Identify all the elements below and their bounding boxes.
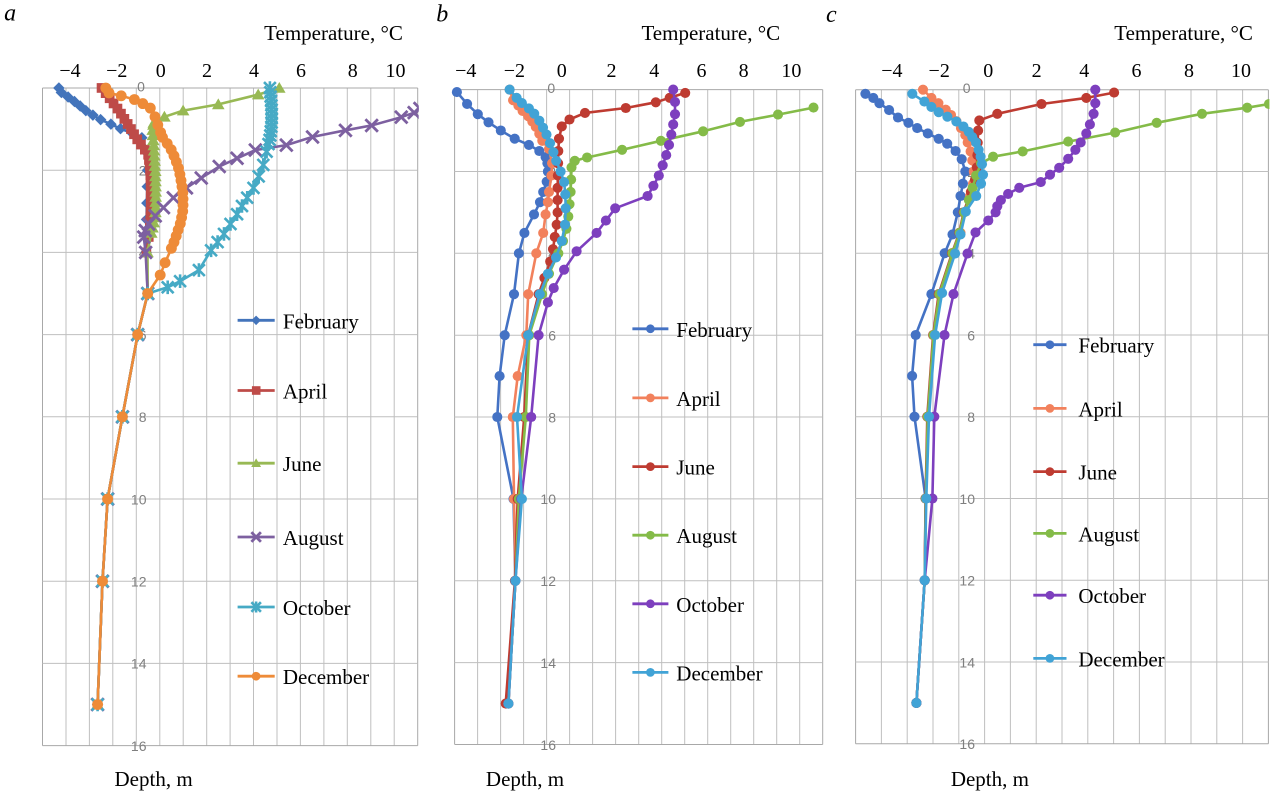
svg-text:August: August <box>283 526 344 550</box>
svg-text:−2: −2 <box>504 60 525 82</box>
svg-text:Temperature, °C: Temperature, °C <box>1114 21 1253 45</box>
svg-text:0: 0 <box>137 78 145 94</box>
svg-text:June: June <box>283 452 322 476</box>
svg-text:10: 10 <box>1231 60 1251 82</box>
svg-text:October: October <box>283 596 351 620</box>
svg-text:Depth, m: Depth, m <box>486 767 564 791</box>
svg-text:8: 8 <box>548 409 556 425</box>
svg-text:April: April <box>676 387 720 411</box>
svg-text:April: April <box>283 380 327 404</box>
svg-text:8: 8 <box>967 409 975 425</box>
svg-text:12: 12 <box>540 573 556 589</box>
svg-text:0: 0 <box>557 60 567 82</box>
svg-text:0: 0 <box>983 60 993 82</box>
svg-text:a: a <box>4 1 16 27</box>
svg-text:12: 12 <box>131 574 147 590</box>
svg-text:16: 16 <box>959 736 975 752</box>
svg-text:14: 14 <box>131 656 147 672</box>
svg-text:10: 10 <box>386 60 406 82</box>
svg-text:August: August <box>676 524 737 548</box>
svg-text:4: 4 <box>1079 60 1089 82</box>
svg-text:8: 8 <box>739 60 749 82</box>
svg-text:c: c <box>826 2 837 28</box>
svg-text:0: 0 <box>156 60 166 82</box>
svg-text:Temperature, °C: Temperature, °C <box>641 21 780 45</box>
svg-text:16: 16 <box>131 738 147 754</box>
svg-text:10: 10 <box>959 491 975 507</box>
svg-text:10: 10 <box>540 491 556 507</box>
svg-text:10: 10 <box>781 60 801 82</box>
svg-text:14: 14 <box>540 655 556 671</box>
svg-text:16: 16 <box>540 737 556 753</box>
svg-text:8: 8 <box>1184 60 1194 82</box>
svg-text:February: February <box>1078 334 1154 358</box>
svg-text:August: August <box>1078 522 1139 546</box>
svg-text:−4: −4 <box>455 60 476 82</box>
svg-text:6: 6 <box>697 60 707 82</box>
svg-text:2: 2 <box>607 60 617 82</box>
svg-text:14: 14 <box>959 654 975 670</box>
svg-text:4: 4 <box>249 60 259 82</box>
svg-text:6: 6 <box>967 327 975 343</box>
svg-text:6: 6 <box>296 60 306 82</box>
svg-text:February: February <box>283 309 359 333</box>
svg-text:February: February <box>676 318 752 342</box>
svg-text:2: 2 <box>1032 60 1042 82</box>
svg-text:Depth, m: Depth, m <box>115 767 193 791</box>
svg-text:April: April <box>1078 397 1122 421</box>
svg-text:4: 4 <box>649 60 659 82</box>
svg-text:0: 0 <box>547 80 555 96</box>
svg-text:Depth, m: Depth, m <box>951 767 1029 791</box>
svg-text:−4: −4 <box>59 60 80 82</box>
svg-text:December: December <box>1078 647 1164 671</box>
svg-text:10: 10 <box>131 491 147 507</box>
svg-text:2: 2 <box>202 60 212 82</box>
svg-text:6: 6 <box>548 328 556 344</box>
svg-text:8: 8 <box>139 409 147 425</box>
svg-text:December: December <box>283 665 369 689</box>
svg-text:0: 0 <box>963 80 971 96</box>
svg-text:−2: −2 <box>106 60 127 82</box>
svg-text:12: 12 <box>959 573 975 589</box>
svg-text:Temperature, °C: Temperature, °C <box>264 21 403 45</box>
svg-text:6: 6 <box>1132 60 1142 82</box>
svg-text:8: 8 <box>348 60 358 82</box>
svg-text:October: October <box>676 593 744 617</box>
svg-text:December: December <box>676 661 762 685</box>
svg-text:June: June <box>676 456 715 480</box>
svg-text:−4: −4 <box>881 60 902 82</box>
svg-text:b: b <box>436 2 448 28</box>
svg-text:June: June <box>1078 461 1117 485</box>
svg-text:−2: −2 <box>929 60 950 82</box>
svg-text:October: October <box>1078 584 1146 608</box>
